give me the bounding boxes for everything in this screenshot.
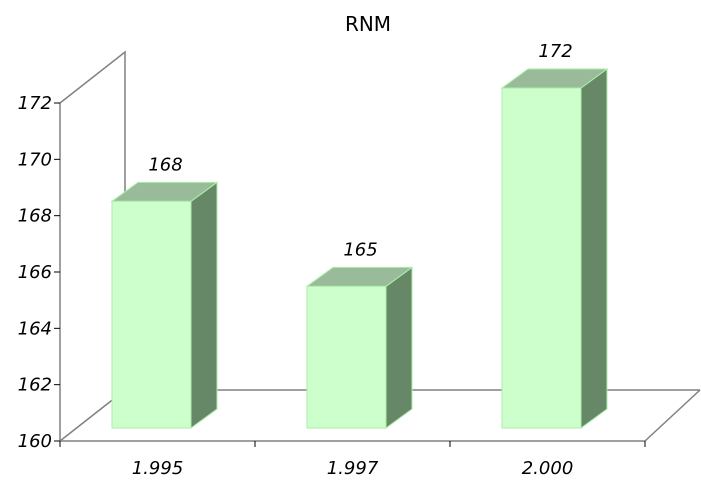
y-tick-label: 166 [18, 262, 52, 283]
x-tick-label: 2.000 [522, 458, 574, 479]
bar-side [190, 181, 218, 429]
y-tick-label: 160 [18, 431, 52, 452]
y-tick-label: 172 [18, 93, 52, 114]
y-tick-label: 164 [18, 318, 52, 339]
bar-side [580, 68, 608, 429]
bar-front [306, 285, 387, 429]
bars-layer [110, 68, 609, 429]
bar [305, 266, 414, 429]
y-tick-label: 162 [18, 375, 52, 396]
bar-side [385, 266, 413, 429]
chart-title: RNM [345, 12, 391, 36]
x-tick-label: 1.995 [132, 458, 184, 479]
y-tick-label: 168 [18, 206, 52, 227]
bar-front [111, 200, 192, 429]
bar-front [501, 87, 582, 429]
data-label: 168 [148, 154, 182, 175]
floor-right-edge [644, 389, 701, 442]
bar [110, 181, 219, 429]
data-label: 172 [538, 41, 572, 62]
bar [500, 68, 609, 429]
x-tick-label: 1.997 [327, 458, 379, 479]
y-tick-label: 170 [18, 149, 52, 170]
data-label: 165 [343, 239, 377, 260]
labels-layer: 160 162 164 166 168 170 172 168 1.995 165 1.997 172… [18, 41, 574, 479]
